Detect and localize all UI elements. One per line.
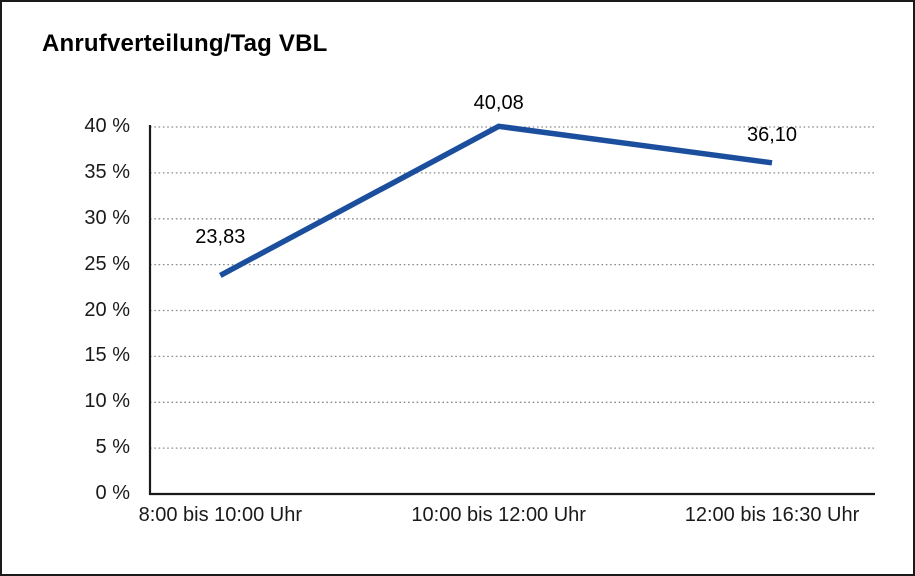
y-axis-tick-label: 10 % [84,390,130,413]
data-point-label: 40,08 [473,92,524,115]
data-line [219,123,773,278]
data-point-label: 36,10 [746,123,798,146]
y-axis-tick-label: 25 % [84,252,130,275]
x-axis-category-label: 10:00 bis 12:00 Uhr [411,504,586,526]
x-axis-category-label: 8:00 bis 10:00 Uhr [138,504,303,526]
y-axis-tick-label: 15 % [84,344,130,367]
chart-title: Anrufverteilung/Tag VBL [42,30,328,57]
data-point-label: 23,83 [195,226,246,249]
y-axis-tick-label: 35 % [84,160,130,183]
x-axis-category-label: 12:00 bis 16:30 Uhr [684,504,860,526]
y-axis-tick-label: 30 % [84,206,130,229]
y-axis-tick-label: 40 % [84,115,130,138]
y-axis-tick-label: 20 % [84,298,130,321]
y-axis-tick-label: 0 % [95,482,130,505]
y-axis-tick-label: 5 % [95,436,130,459]
